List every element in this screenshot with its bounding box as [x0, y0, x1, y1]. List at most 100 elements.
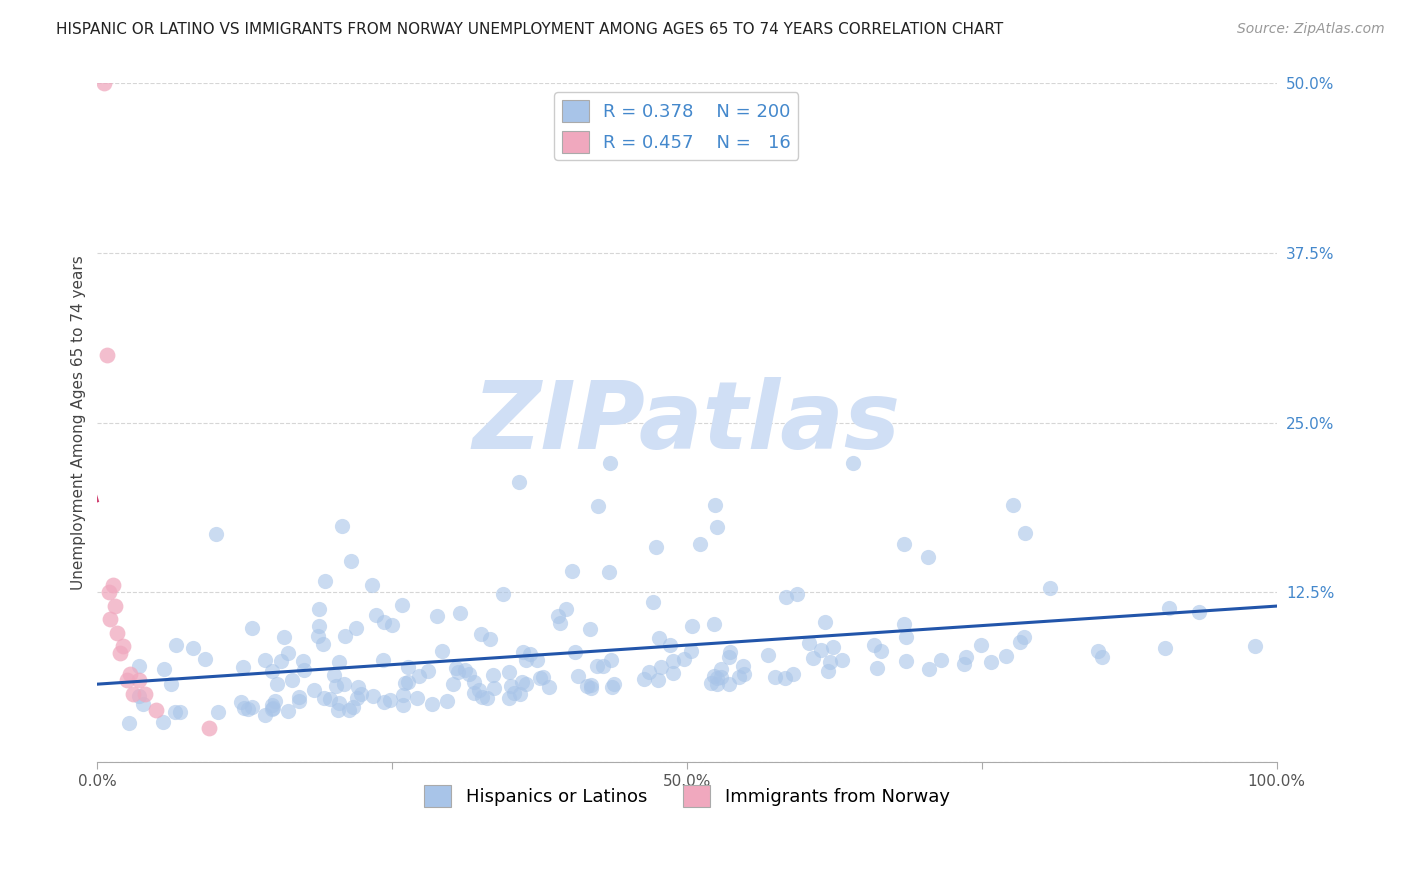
Point — [254, 653, 277, 667]
Point — [519, 647, 541, 661]
Point — [121, 687, 143, 701]
Point — [240, 699, 263, 714]
Point — [128, 689, 150, 703]
Point — [1038, 582, 1060, 596]
Point — [117, 716, 139, 731]
Point — [659, 638, 682, 652]
Point — [512, 645, 534, 659]
Point — [128, 658, 150, 673]
Point — [342, 699, 364, 714]
Text: Source: ZipAtlas.com: Source: ZipAtlas.com — [1237, 22, 1385, 37]
Point — [576, 679, 599, 693]
Point — [104, 599, 127, 613]
Point — [801, 651, 824, 665]
Point — [704, 499, 727, 513]
Point — [600, 680, 623, 694]
Point — [733, 666, 755, 681]
Point — [436, 694, 458, 708]
Point — [509, 687, 531, 701]
Legend: Hispanics or Latinos, Immigrants from Norway: Hispanics or Latinos, Immigrants from No… — [418, 777, 957, 814]
Y-axis label: Unemployment Among Ages 65 to 74 years: Unemployment Among Ages 65 to 74 years — [72, 255, 86, 590]
Point — [346, 680, 368, 694]
Point — [447, 665, 470, 679]
Point — [165, 706, 187, 720]
Point — [328, 696, 350, 710]
Point — [288, 694, 311, 708]
Point — [323, 668, 346, 682]
Point — [416, 664, 439, 678]
Point — [894, 630, 917, 644]
Point — [894, 654, 917, 668]
Point — [93, 77, 115, 91]
Point — [564, 645, 586, 659]
Point — [661, 666, 683, 681]
Point — [1014, 525, 1036, 540]
Point — [441, 677, 464, 691]
Point — [152, 662, 174, 676]
Point — [475, 691, 498, 706]
Point — [463, 686, 485, 700]
Point — [430, 644, 453, 658]
Point — [870, 644, 893, 658]
Point — [308, 619, 330, 633]
Point — [108, 646, 131, 660]
Point — [194, 651, 217, 665]
Point — [786, 587, 808, 601]
Point — [586, 659, 609, 673]
Point — [567, 669, 589, 683]
Point — [332, 677, 354, 691]
Point — [381, 618, 404, 632]
Point — [673, 652, 696, 666]
Point — [408, 669, 430, 683]
Point — [917, 663, 939, 677]
Point — [718, 677, 741, 691]
Point — [703, 669, 725, 683]
Point — [917, 549, 939, 564]
Point — [231, 695, 253, 709]
Point — [307, 628, 329, 642]
Point — [291, 654, 314, 668]
Point — [277, 646, 299, 660]
Point — [498, 665, 520, 680]
Point — [526, 652, 548, 666]
Point — [579, 622, 602, 636]
Point — [1091, 650, 1114, 665]
Point — [105, 626, 128, 640]
Point — [396, 675, 419, 690]
Point — [120, 666, 142, 681]
Point — [1087, 644, 1109, 658]
Point — [717, 650, 740, 665]
Point — [391, 598, 413, 612]
Point — [454, 664, 477, 678]
Point — [471, 690, 494, 704]
Point — [378, 693, 401, 707]
Point — [548, 615, 571, 630]
Point — [262, 701, 284, 715]
Point — [817, 665, 839, 679]
Point — [531, 670, 554, 684]
Point — [929, 652, 952, 666]
Point — [581, 681, 603, 696]
Point — [396, 660, 419, 674]
Point — [98, 612, 121, 626]
Point — [444, 661, 467, 675]
Point — [333, 629, 356, 643]
Point — [392, 688, 415, 702]
Point — [980, 655, 1002, 669]
Point — [270, 654, 292, 668]
Point — [866, 661, 889, 675]
Point — [706, 520, 728, 534]
Point — [101, 578, 124, 592]
Point — [706, 677, 728, 691]
Point — [308, 601, 330, 615]
Point — [1157, 600, 1180, 615]
Point — [710, 662, 733, 676]
Point — [288, 690, 311, 705]
Point — [763, 670, 786, 684]
Point — [592, 658, 614, 673]
Point — [406, 690, 429, 705]
Point — [703, 617, 725, 632]
Point — [731, 659, 754, 673]
Point — [364, 608, 387, 623]
Point — [498, 691, 520, 706]
